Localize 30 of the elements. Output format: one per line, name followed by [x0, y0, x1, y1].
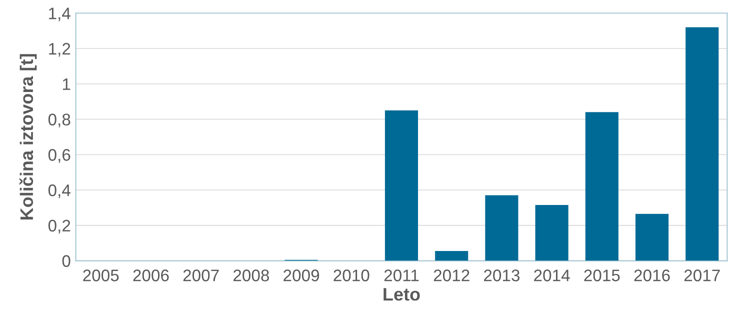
x-tick-label: 2010 [334, 270, 370, 282]
bar [535, 205, 568, 261]
y-tick-label: 0,8 [48, 114, 70, 128]
y-tick-label: 1,2 [49, 42, 70, 57]
y-tick-label: 1,4 [49, 8, 70, 22]
bar [585, 112, 618, 261]
x-tick-label: 2011 [384, 270, 419, 282]
y-axis-title: Količina iztovora [t] [19, 54, 37, 220]
bar [435, 251, 468, 261]
bar [635, 214, 669, 261]
bar [485, 195, 518, 261]
bar [686, 27, 719, 261]
x-tick-label: 2005 [83, 270, 119, 282]
y-tick-label: 1 [62, 78, 70, 90]
x-tick-label: 2017 [684, 270, 720, 282]
x-axis-title: Leto [384, 288, 420, 301]
x-tick-label: 2013 [484, 270, 520, 282]
y-tick-label: 0,6 [48, 149, 70, 163]
x-tick-label: 2015 [584, 270, 620, 282]
y-tick-label: 0 [62, 255, 70, 267]
x-tick-label: 2007 [183, 270, 219, 282]
x-tick-label: 2009 [284, 270, 320, 282]
x-tick-label: 2016 [634, 270, 670, 282]
x-tick-label: 2014 [534, 270, 570, 282]
x-tick-label: 2006 [133, 270, 169, 282]
x-tick-label: 2012 [434, 270, 470, 282]
bar [384, 110, 418, 261]
y-tick-label: 0,2 [48, 220, 70, 234]
y-tick-label: 0,4 [48, 184, 70, 198]
x-tick-label: 2008 [233, 270, 269, 282]
